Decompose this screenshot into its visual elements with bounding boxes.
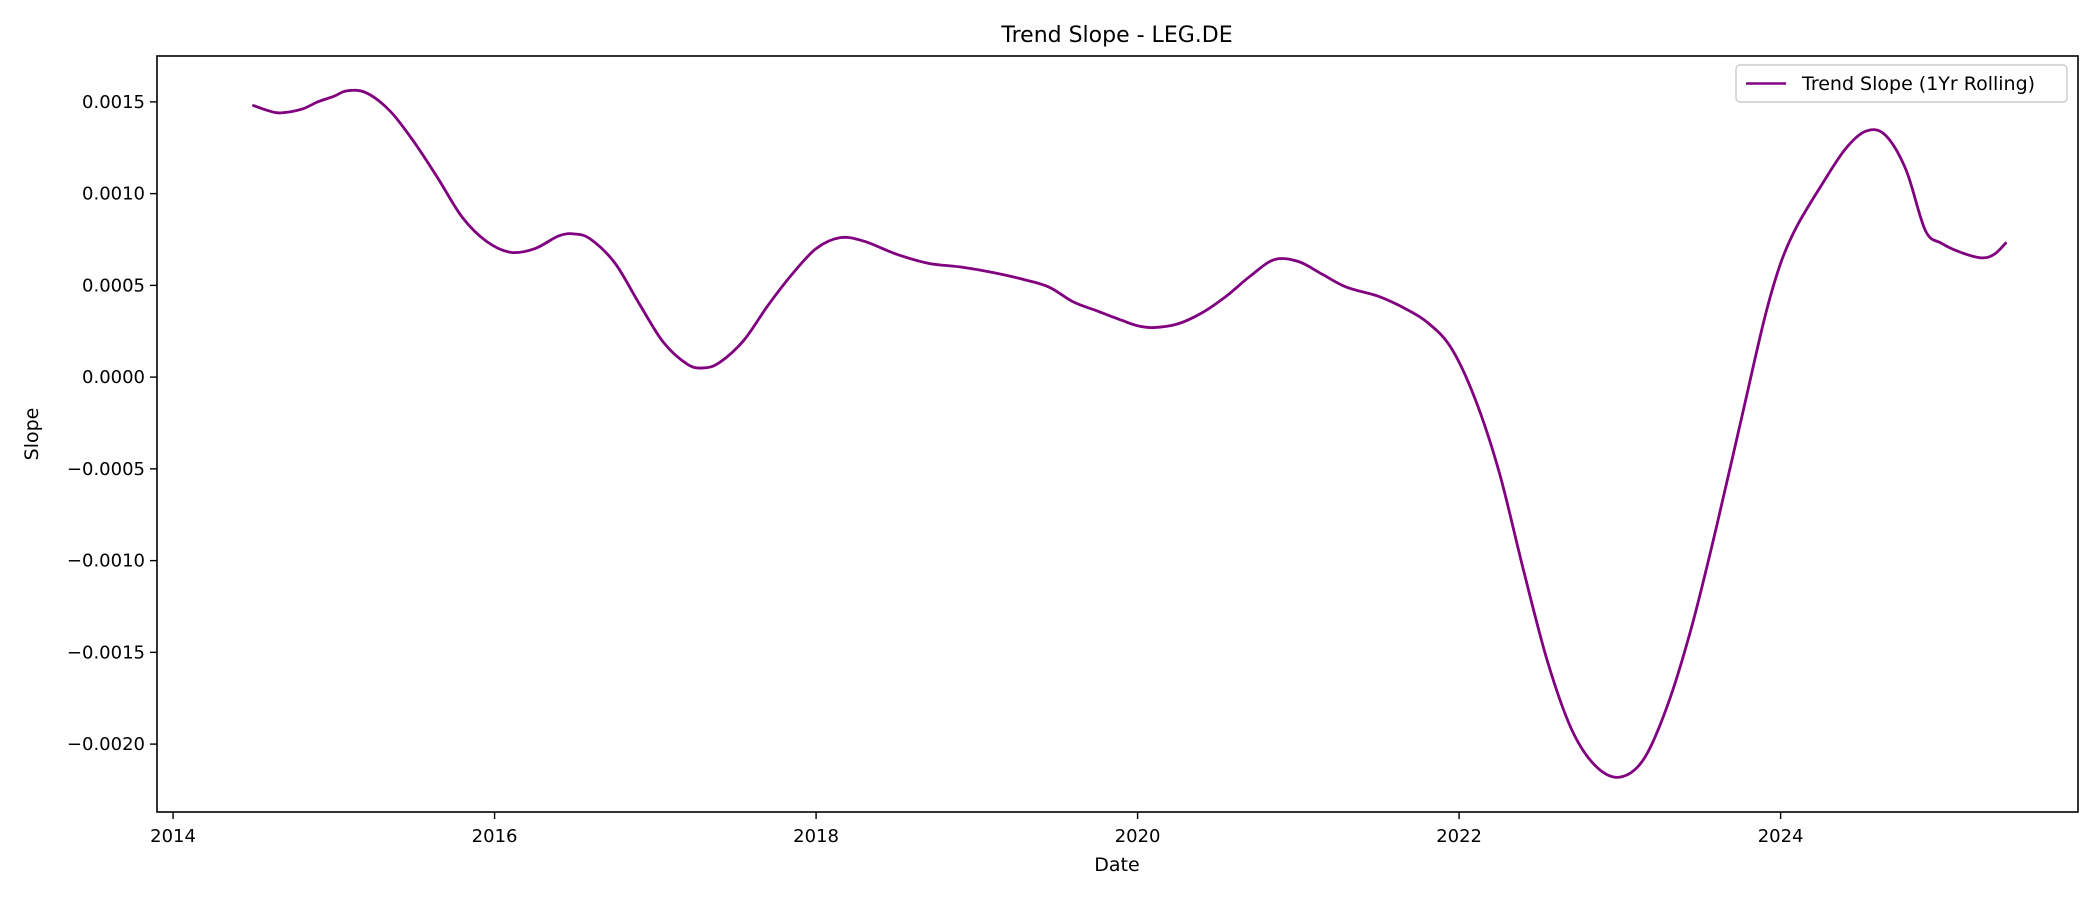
series-layer (252, 88, 2008, 779)
y-tick-label: 0.0010 (82, 184, 145, 205)
legend-frame (1735, 64, 2068, 103)
y-tick-label: −0.0010 (67, 551, 145, 572)
y-tick-label: 0.0005 (82, 275, 145, 296)
legend: Trend Slope (1Yr Rolling) (1735, 64, 2068, 103)
y-axis-label: Slope (21, 408, 43, 461)
x-axis-ticks: 2014 2016 2018 2020 2022 2024 (150, 812, 1804, 847)
y-tick-label: −0.0015 (67, 642, 145, 663)
y-tick-label: 0.0015 (82, 92, 145, 113)
legend-label: Trend Slope (1Yr Rolling) (1801, 73, 2035, 95)
x-tick-label: 2024 (1758, 826, 1804, 847)
plot-area: 2014 2016 2018 2020 2022 2024 0.00150.00100.0… (67, 55, 2079, 847)
x-tick-label: 2020 (1115, 826, 1161, 847)
y-axis-ticks: 0.0015 0.0010 0.0005 0.0000 −0.0005 −0.0010 −0… (67, 92, 157, 755)
chart-title: Trend Slope - LEG.DE (1000, 23, 1232, 48)
y-tick-label: −0.0020 (67, 734, 145, 755)
series-line-trend-slope (252, 88, 2008, 779)
x-axis-label: Date (1094, 854, 1139, 876)
x-tick-label: 2022 (1436, 826, 1482, 847)
x-tick-label: 2014 (150, 826, 196, 847)
x-tick-label: 2018 (793, 826, 839, 847)
y-tick-label: 0.0000 (82, 367, 145, 388)
plot-frame (156, 55, 2079, 813)
x-tick-label: 2016 (472, 826, 518, 847)
y-tick-label: −0.0005 (67, 459, 145, 480)
